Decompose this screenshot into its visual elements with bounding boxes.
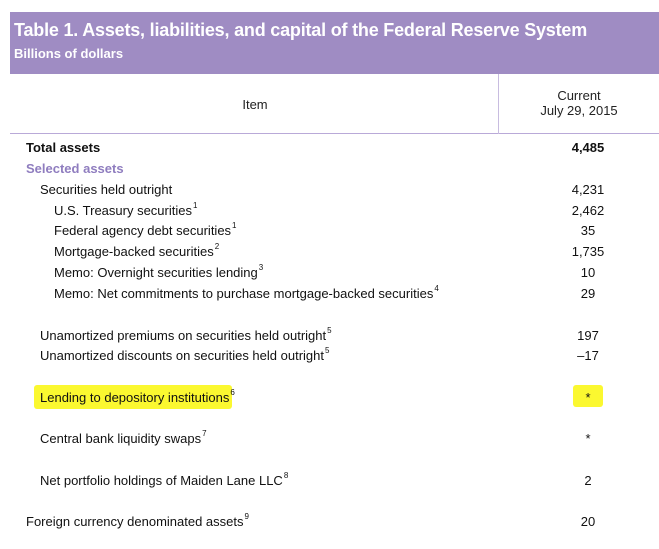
row-value: 197	[577, 328, 599, 343]
row-label: Net portfolio holdings of Maiden Lane LL…	[40, 473, 283, 488]
row-value: 4,231	[571, 182, 605, 197]
row-label: Securities held outright	[40, 182, 173, 197]
table-row: Unamortized premiums on securities held …	[0, 326, 659, 348]
footnote-ref: 9	[244, 512, 249, 521]
footnote-ref: 5	[327, 326, 332, 335]
table-subtitle: Billions of dollars	[14, 46, 124, 61]
column-header-current-date: July 29, 2015	[540, 103, 618, 118]
column-header-item: Item	[242, 96, 268, 112]
row-value: *	[585, 431, 591, 446]
row-label: Lending to depository institutions	[40, 390, 230, 405]
footnote-ref: 4	[434, 284, 439, 293]
footnote-ref: 2	[214, 242, 220, 251]
footnote-ref: 3	[258, 263, 264, 272]
row-value: 4,485	[571, 140, 605, 155]
column-divider	[498, 74, 499, 134]
row-value: 35	[580, 223, 596, 238]
table-row: Securities held outright 4,231	[0, 182, 659, 202]
table-row: Memo: Overnight securities lending3 10	[0, 263, 659, 285]
column-header-current-label: Current	[557, 88, 601, 103]
table-header-row: Item Current July 29, 2015	[10, 74, 659, 134]
table-row: Foreign currency denominated assets9 20	[0, 512, 659, 534]
table-row-selected-assets: Selected assets	[0, 161, 659, 181]
table-row: Memo: Net commitments to purchase mortga…	[0, 284, 659, 306]
table-row-lending: Lending to depository institutions6 *	[0, 388, 659, 410]
row-label: Federal agency debt securities	[54, 223, 232, 238]
footnote-ref: 1	[193, 201, 198, 210]
row-label: Total assets	[26, 140, 101, 155]
row-value: 2	[584, 473, 592, 488]
column-header-current: Current July 29, 2015	[499, 88, 659, 118]
row-value: 29	[580, 286, 596, 301]
highlight-lending-value	[573, 385, 603, 407]
row-label: U.S. Treasury securities	[54, 203, 192, 218]
row-value: 1,735	[571, 244, 605, 259]
footnote-ref: 7	[202, 429, 207, 438]
footnote-ref: 1	[232, 221, 237, 230]
row-label: Selected assets	[26, 161, 124, 176]
row-label: Unamortized premiums on securities held …	[40, 328, 327, 343]
row-value: *	[585, 390, 591, 405]
table-row: Central bank liquidity swaps7 *	[0, 429, 659, 451]
footnote-ref: 8	[283, 471, 289, 480]
table-row: U.S. Treasury securities1 2,462	[0, 201, 659, 223]
table-row: Unamortized discounts on securities held…	[0, 346, 659, 368]
table-row: Net portfolio holdings of Maiden Lane LL…	[0, 471, 659, 493]
row-label: Central bank liquidity swaps	[40, 431, 202, 446]
row-label: Memo: Net commitments to purchase mortga…	[54, 286, 434, 301]
table-row: Mortgage-backed securities2 1,735	[0, 242, 659, 264]
footnote-ref: 5	[324, 346, 330, 355]
row-label: Unamortized discounts on securities held…	[40, 348, 324, 363]
row-label: Mortgage-backed securities	[54, 244, 214, 259]
table-row-total-assets: Total assets 4,485	[0, 140, 659, 160]
row-value: 20	[580, 514, 596, 529]
row-label: Memo: Overnight securities lending	[54, 265, 258, 280]
row-value: 10	[580, 265, 596, 280]
row-value: –17	[577, 348, 599, 363]
row-label: Foreign currency denominated assets	[26, 514, 244, 529]
footnote-ref: 6	[230, 388, 235, 397]
table-row: Federal agency debt securities1 35	[0, 221, 659, 243]
table-title-bar: Table 1. Assets, liabilities, and capita…	[10, 12, 659, 74]
highlight-lending-label	[34, 385, 232, 409]
row-value: 2,462	[571, 203, 605, 218]
table-title: Table 1. Assets, liabilities, and capita…	[14, 20, 588, 40]
